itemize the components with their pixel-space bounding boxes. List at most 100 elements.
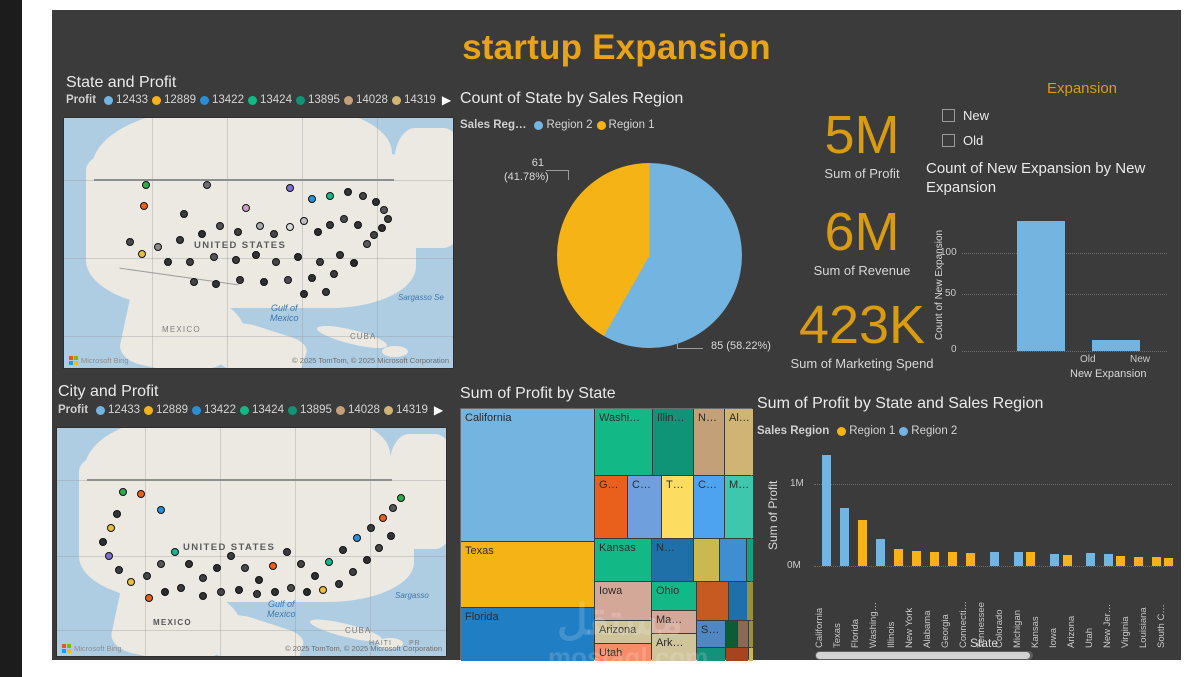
map-pin[interactable] xyxy=(326,221,334,229)
slicer-option-new[interactable]: New xyxy=(942,108,989,123)
legend-item[interactable]: 12433 xyxy=(96,404,140,416)
treemap-tile-x11[interactable] xyxy=(726,648,748,661)
bar-south-carolina[interactable] xyxy=(1164,558,1173,566)
map-pin[interactable] xyxy=(138,250,146,258)
map-pin[interactable] xyxy=(349,568,357,576)
map-pin[interactable] xyxy=(283,548,291,556)
map-pin[interactable] xyxy=(199,592,207,600)
city-map[interactable]: UNITED STATES MEXICO Gulf of Mexico CUBA … xyxy=(56,427,447,657)
map-pin[interactable] xyxy=(105,552,113,560)
treemap-tile-x12[interactable] xyxy=(749,648,753,661)
treemap-tile-iowa[interactable]: Iowa xyxy=(595,582,651,620)
legend-item[interactable]: 14028 xyxy=(335,404,380,416)
map-pin[interactable] xyxy=(199,574,207,582)
map-pin[interactable] xyxy=(212,280,220,288)
bar-washington[interactable] xyxy=(876,539,885,566)
legend-item[interactable]: 13422 xyxy=(200,94,244,106)
map-pin[interactable] xyxy=(164,258,172,266)
bar-illinois[interactable] xyxy=(894,549,903,566)
slicer-option-old[interactable]: Old xyxy=(942,133,983,148)
map-pin[interactable] xyxy=(171,548,179,556)
map-pin[interactable] xyxy=(354,221,362,229)
treemap-tile-california[interactable]: California xyxy=(461,409,594,541)
map-pin[interactable] xyxy=(113,510,121,518)
treemap-tile-washington[interactable]: Washi… xyxy=(595,409,652,475)
map-pin[interactable] xyxy=(353,534,361,542)
map-pin[interactable] xyxy=(241,564,249,572)
map-pin[interactable] xyxy=(235,586,243,594)
treemap-tile-s[interactable]: S… xyxy=(697,621,725,647)
legend-item[interactable]: 12889 xyxy=(152,94,196,106)
legend-item[interactable]: 12889 xyxy=(144,404,188,416)
map-pin[interactable] xyxy=(256,222,264,230)
bar-kansas[interactable] xyxy=(1050,554,1059,566)
kpi-sum-of-profit[interactable]: 5M Sum of Profit xyxy=(767,108,957,181)
map-pin[interactable] xyxy=(127,578,135,586)
treemap-tile-al[interactable]: Al… xyxy=(725,409,753,475)
map-pin[interactable] xyxy=(303,588,311,596)
map-pin[interactable] xyxy=(322,288,330,296)
kpi-sum-of-marketing-spend[interactable]: 423K Sum of Marketing Spend xyxy=(767,298,957,371)
map-pin[interactable] xyxy=(180,210,188,218)
map-pin[interactable] xyxy=(284,276,292,284)
bar-new[interactable] xyxy=(1092,340,1140,351)
bar-california[interactable] xyxy=(822,455,831,566)
checkbox-icon[interactable] xyxy=(942,134,955,147)
bar-new-york[interactable] xyxy=(912,551,921,566)
map-pin[interactable] xyxy=(387,532,395,540)
map-pin[interactable] xyxy=(311,572,319,580)
map-pin[interactable] xyxy=(186,258,194,266)
treemap-tile-kansas[interactable]: Kansas xyxy=(595,539,651,581)
map-pin[interactable] xyxy=(142,181,150,189)
map-pin[interactable] xyxy=(336,251,344,259)
map-pin[interactable] xyxy=(384,215,392,223)
map-pin[interactable] xyxy=(339,546,347,554)
treemap-tile-x3[interactable] xyxy=(747,539,753,581)
map-pin[interactable] xyxy=(294,253,302,261)
treemap-tile-g[interactable]: G… xyxy=(595,476,627,538)
bar-connecticut[interactable] xyxy=(966,553,975,566)
legend-item[interactable]: Region 2 xyxy=(534,119,593,131)
map-pin[interactable] xyxy=(325,558,333,566)
bar-georgia[interactable] xyxy=(948,552,957,566)
checkbox-icon[interactable] xyxy=(942,109,955,122)
map-pin[interactable] xyxy=(269,562,277,570)
map-pin[interactable] xyxy=(255,576,263,584)
map-pin[interactable] xyxy=(185,560,193,568)
map-pin[interactable] xyxy=(326,192,334,200)
bar-iowa[interactable] xyxy=(1063,555,1072,566)
treemap-tile-x2[interactable] xyxy=(720,539,746,581)
pie-chart[interactable] xyxy=(557,163,742,348)
map-pin[interactable] xyxy=(287,584,295,592)
treemap-plot-area[interactable]: California Texas Florida Washi… Illin… N… xyxy=(460,408,753,661)
horizontal-scrollbar[interactable] xyxy=(815,651,1033,660)
state-map[interactable]: UNITED STATES MEXICO Gulf of Mexico CUBA … xyxy=(63,117,454,369)
treemap-tile-x1[interactable] xyxy=(694,539,719,581)
map-pin[interactable] xyxy=(143,572,151,580)
map-pin[interactable] xyxy=(372,198,380,206)
bar-utah[interactable] xyxy=(1104,554,1113,566)
legend-item[interactable]: 12433 xyxy=(104,94,148,106)
map-pin[interactable] xyxy=(213,564,221,572)
map-pin[interactable] xyxy=(344,188,352,196)
legend-item[interactable]: 13424 xyxy=(239,404,284,416)
treemap-tile-x8[interactable] xyxy=(738,621,748,647)
legend-item[interactable]: Region 2 xyxy=(899,425,957,437)
legend-item[interactable]: Region 1 xyxy=(596,119,655,131)
map-pin[interactable] xyxy=(314,228,322,236)
map-pin[interactable] xyxy=(154,243,162,251)
map-pin[interactable] xyxy=(270,230,278,238)
treemap-tile-n[interactable]: N… xyxy=(694,409,724,475)
map-pin[interactable] xyxy=(379,514,387,522)
bar-tennessee[interactable] xyxy=(990,552,999,566)
map-pin[interactable] xyxy=(271,588,279,596)
treemap-tile-ma[interactable]: Ma… xyxy=(652,611,696,633)
treemap-tile-florida[interactable]: Florida xyxy=(461,608,594,661)
map-pin[interactable] xyxy=(375,544,383,552)
map-pin[interactable] xyxy=(335,580,343,588)
bar-michigan[interactable] xyxy=(1026,552,1035,566)
treemap-tile-arkansas[interactable]: Ark… xyxy=(652,634,696,661)
map-pin[interactable] xyxy=(330,270,338,278)
map-pin[interactable] xyxy=(227,552,235,560)
map-pin[interactable] xyxy=(217,588,225,596)
